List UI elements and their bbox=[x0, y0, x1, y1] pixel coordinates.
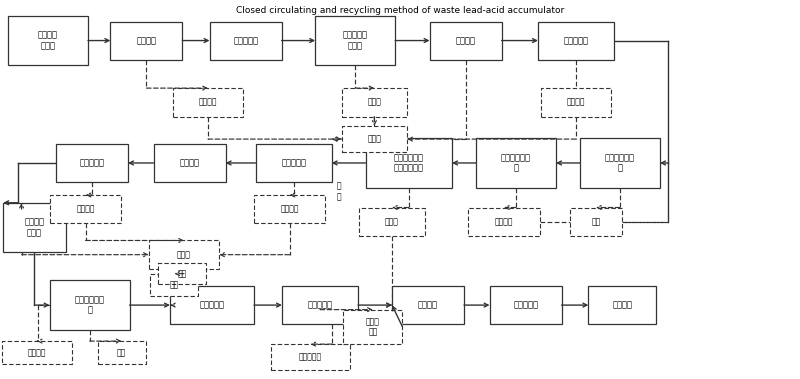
FancyBboxPatch shape bbox=[541, 88, 611, 117]
FancyBboxPatch shape bbox=[490, 286, 562, 324]
FancyBboxPatch shape bbox=[589, 286, 656, 324]
FancyBboxPatch shape bbox=[98, 341, 146, 364]
FancyBboxPatch shape bbox=[468, 208, 540, 236]
Text: 第三螺旋
传送器: 第三螺旋 传送器 bbox=[24, 218, 45, 237]
FancyBboxPatch shape bbox=[154, 144, 226, 182]
FancyBboxPatch shape bbox=[110, 22, 182, 60]
Text: 第二水力分离
器: 第二水力分离 器 bbox=[74, 295, 105, 315]
Text: 第三振动筛: 第三振动筛 bbox=[281, 158, 306, 168]
Text: 脱硫反应罐: 脱硫反应罐 bbox=[199, 301, 225, 310]
FancyBboxPatch shape bbox=[210, 22, 282, 60]
Text: 电气分离器
传送带: 电气分离器 传送带 bbox=[342, 31, 368, 50]
Text: 三次破碗: 三次破碗 bbox=[179, 158, 200, 168]
FancyBboxPatch shape bbox=[342, 88, 407, 117]
Text: 熍练转炉: 熍练转炉 bbox=[418, 301, 438, 310]
Text: 重质塑料: 重质塑料 bbox=[27, 348, 46, 357]
Text: 第二振动筛: 第二振动筛 bbox=[563, 36, 589, 45]
Text: 铅泥: 铅泥 bbox=[117, 348, 126, 357]
Text: 铅
泥: 铅 泥 bbox=[337, 182, 342, 201]
FancyBboxPatch shape bbox=[254, 195, 325, 223]
FancyBboxPatch shape bbox=[366, 138, 452, 188]
Text: 酸液铅泥: 酸液铅泥 bbox=[198, 98, 218, 107]
FancyBboxPatch shape bbox=[476, 138, 556, 188]
Text: 洗液铅泥: 洗液铅泥 bbox=[280, 205, 299, 214]
Text: 第一振动筛: 第一振动筛 bbox=[233, 36, 258, 45]
FancyBboxPatch shape bbox=[3, 203, 66, 252]
FancyBboxPatch shape bbox=[343, 310, 402, 344]
Text: 沉降罐: 沉降罐 bbox=[177, 250, 191, 259]
Text: 第四振动筛: 第四振动筛 bbox=[79, 158, 105, 168]
FancyBboxPatch shape bbox=[315, 16, 395, 65]
FancyBboxPatch shape bbox=[56, 144, 128, 182]
FancyBboxPatch shape bbox=[538, 22, 614, 60]
FancyBboxPatch shape bbox=[2, 341, 72, 364]
FancyBboxPatch shape bbox=[342, 126, 407, 152]
FancyBboxPatch shape bbox=[359, 208, 425, 236]
Text: 铅泥: 铅泥 bbox=[170, 280, 179, 290]
Text: 废旧铅酸
蓄电池: 废旧铅酸 蓄电池 bbox=[38, 31, 58, 50]
FancyBboxPatch shape bbox=[50, 280, 130, 330]
Text: 第二螺旋传送
器、涡流分选: 第二螺旋传送 器、涡流分选 bbox=[394, 153, 424, 173]
Text: 第一螺旋传送
器: 第一螺旋传送 器 bbox=[605, 153, 635, 173]
FancyBboxPatch shape bbox=[282, 286, 358, 324]
Text: 铜金属: 铜金属 bbox=[385, 217, 399, 226]
FancyBboxPatch shape bbox=[150, 274, 198, 296]
Text: 酸液铅泥: 酸液铅泥 bbox=[566, 98, 586, 107]
FancyBboxPatch shape bbox=[580, 138, 660, 188]
FancyBboxPatch shape bbox=[570, 208, 622, 236]
Text: 储存罐: 储存罐 bbox=[367, 135, 382, 144]
Text: 初级破碗: 初级破碗 bbox=[136, 36, 157, 45]
FancyBboxPatch shape bbox=[256, 144, 331, 182]
FancyBboxPatch shape bbox=[158, 263, 206, 284]
Text: 制成成品: 制成成品 bbox=[613, 301, 632, 310]
Text: 二次破碗: 二次破碗 bbox=[456, 36, 475, 45]
FancyBboxPatch shape bbox=[430, 22, 502, 60]
Text: 硫酸钓溶液: 硫酸钓溶液 bbox=[299, 352, 322, 362]
FancyBboxPatch shape bbox=[149, 240, 219, 269]
Text: Closed circulating and recycling method of waste lead-acid accumulator: Closed circulating and recycling method … bbox=[236, 6, 564, 15]
FancyBboxPatch shape bbox=[170, 286, 254, 324]
Text: 铅栅: 铅栅 bbox=[591, 217, 601, 226]
FancyBboxPatch shape bbox=[271, 344, 350, 370]
Text: 精练锅精练: 精练锅精练 bbox=[513, 301, 538, 310]
FancyBboxPatch shape bbox=[173, 88, 243, 117]
FancyBboxPatch shape bbox=[392, 286, 464, 324]
Text: 干脱硫
铅泥: 干脱硫 铅泥 bbox=[366, 317, 380, 337]
Text: 铅泥: 铅泥 bbox=[178, 269, 187, 278]
Text: 压力过滤器: 压力过滤器 bbox=[307, 301, 333, 310]
Text: 轻质塑料: 轻质塑料 bbox=[494, 217, 514, 226]
FancyBboxPatch shape bbox=[50, 195, 121, 223]
Text: 洗液铅泥: 洗液铅泥 bbox=[76, 205, 95, 214]
Text: 第一水力分离
器: 第一水力分离 器 bbox=[501, 153, 531, 173]
FancyBboxPatch shape bbox=[8, 16, 88, 65]
Text: 鐵金属: 鐵金属 bbox=[367, 98, 382, 107]
